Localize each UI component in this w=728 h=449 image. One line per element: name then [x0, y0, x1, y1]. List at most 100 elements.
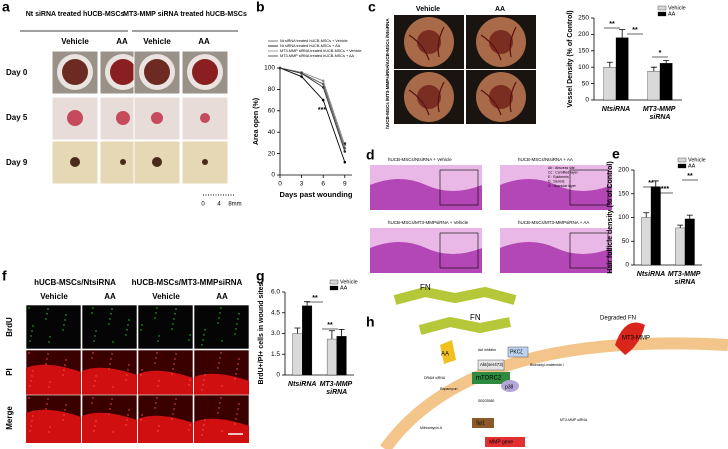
fluorescence	[193, 304, 250, 350]
error-bar	[338, 328, 345, 337]
p38	[501, 380, 519, 392]
nucleus	[32, 325, 34, 327]
nucleus	[217, 322, 219, 324]
nucleus	[110, 358, 112, 360]
diagram-label: SB203580	[478, 399, 494, 403]
y-tick-label: 6.0	[271, 289, 280, 296]
nucleus	[235, 418, 237, 420]
nucleus	[32, 370, 34, 372]
group-header: hUCB-MSCs/MT3-MMPsiRNA	[132, 278, 243, 287]
nucleus	[63, 414, 65, 416]
legend-label: Nt siRNA treated hUCB-MSCs + Vehicle	[280, 39, 348, 43]
nucleus	[49, 336, 51, 338]
significance: **	[327, 322, 333, 329]
nucleus	[46, 358, 48, 360]
y-tick-label: 50	[582, 80, 590, 87]
nucleus	[158, 335, 160, 337]
nucleus	[91, 357, 93, 359]
y-axis-label: Area open (%)	[253, 98, 260, 145]
nucleus	[128, 319, 130, 321]
nucleus	[45, 318, 47, 320]
scale-label: 4	[217, 202, 221, 208]
row-label: Day 5	[6, 113, 28, 122]
bar	[650, 186, 661, 266]
nucleus	[108, 368, 110, 370]
mtorc2-box	[472, 372, 510, 384]
fn-fiber	[393, 286, 517, 305]
y-tick-label: 4.5	[271, 309, 280, 316]
nucleus	[64, 319, 66, 321]
nucleus	[202, 429, 204, 431]
error-bar	[294, 327, 301, 334]
nucleus	[238, 313, 240, 315]
inset	[569, 232, 609, 269]
bar	[302, 305, 313, 376]
nucleus	[30, 335, 32, 337]
nucleus	[109, 318, 111, 320]
error-bar	[677, 224, 684, 228]
wound	[151, 112, 163, 124]
x-tick-label: 6	[321, 181, 325, 188]
significance: *	[659, 50, 662, 57]
nucleus	[204, 374, 206, 376]
nucleus	[155, 312, 157, 314]
column-label: AA	[495, 6, 505, 13]
pkc-box	[507, 346, 529, 358]
x-tick-label: NtsiRNA	[288, 381, 316, 388]
y-tick-label: 20	[268, 150, 276, 157]
x-tick-label: MT3-MMP siRNA	[320, 381, 354, 396]
tissue	[500, 242, 612, 273]
y-tick-label: 50	[622, 238, 630, 245]
nucleus	[128, 364, 130, 366]
nucleus	[109, 363, 111, 365]
nucleus	[173, 318, 175, 320]
nucleus	[220, 352, 222, 354]
bar	[659, 63, 673, 101]
bar	[603, 67, 617, 101]
tissue	[370, 242, 482, 273]
diagram-label: MMP gene	[489, 439, 513, 445]
y-tick-label: 200	[618, 167, 629, 174]
inset	[569, 169, 609, 206]
nucleus	[93, 385, 95, 387]
point	[300, 72, 303, 75]
panel-label: h	[366, 314, 375, 330]
nucleus	[125, 379, 127, 381]
legend-swatch	[677, 157, 687, 163]
nucleus	[234, 333, 236, 335]
nucleus	[140, 374, 142, 376]
vessel	[480, 26, 517, 61]
fluorescence	[25, 304, 82, 350]
nucleus	[92, 352, 94, 354]
bar	[292, 333, 303, 376]
aa-receptor	[440, 340, 456, 364]
nucleus	[157, 385, 159, 387]
y-tick-label: 40	[268, 129, 276, 136]
nucleus	[155, 357, 157, 359]
y-tick-label: 0	[276, 372, 280, 379]
pi-stain	[138, 415, 193, 443]
nucleus	[110, 403, 112, 405]
bar	[641, 217, 652, 266]
nucleus	[238, 403, 240, 405]
x-tick-label: MT3-MMP siRNA	[643, 106, 677, 121]
nucleus	[175, 398, 177, 400]
vessel	[480, 81, 517, 116]
legend-label: Vehicle	[668, 5, 686, 11]
legend-swatch	[677, 163, 687, 169]
nucleus	[112, 386, 114, 388]
nucleus	[236, 323, 238, 325]
nucleus	[47, 398, 49, 400]
nucleus	[91, 402, 93, 404]
significance: **	[312, 295, 318, 302]
skin-center	[489, 30, 513, 54]
nucleus	[157, 430, 159, 432]
legend-label: Vehicle	[688, 157, 706, 163]
bar	[684, 218, 695, 266]
error-bar	[663, 60, 670, 64]
nucleus	[189, 424, 191, 426]
wound	[144, 59, 170, 85]
nucleus	[172, 368, 174, 370]
nucleus	[203, 379, 205, 381]
error-bar	[619, 29, 626, 38]
